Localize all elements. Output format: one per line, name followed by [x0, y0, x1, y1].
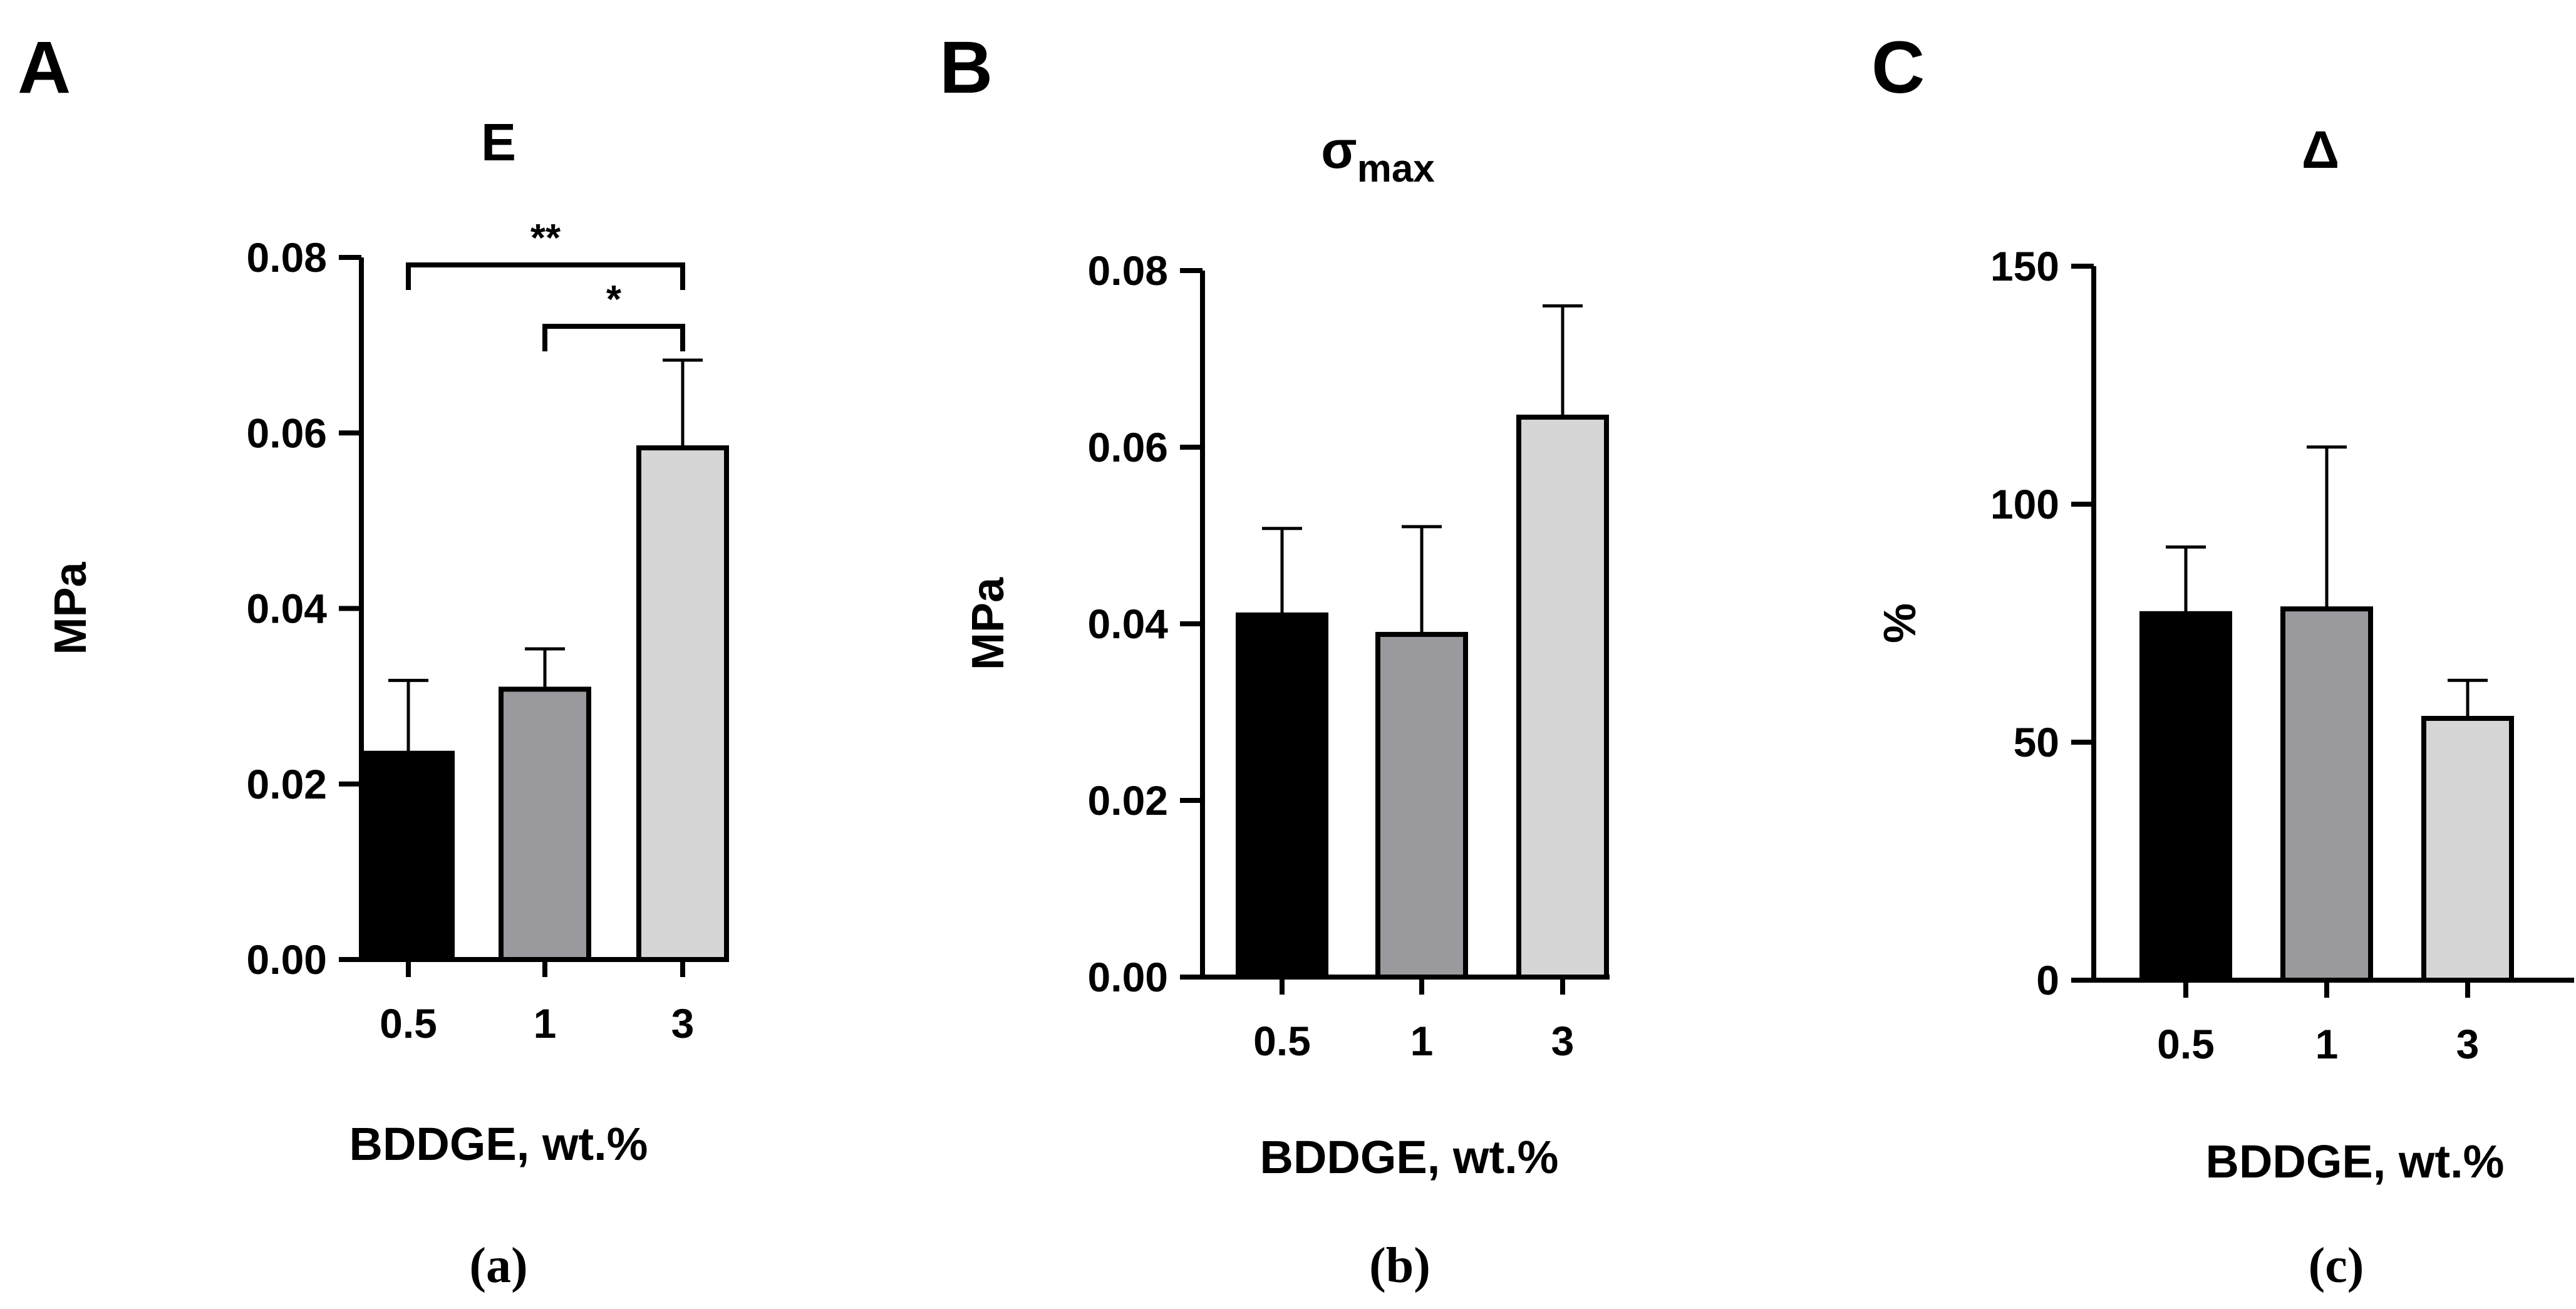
chart-title: E — [481, 113, 516, 172]
chart-panel-c: C Δ 0.5 1 3 0 50 100 150% BDDGE, wt.% (c) — [1871, 26, 2574, 1293]
bar-1 — [499, 686, 591, 963]
x-tick-label: 3 — [671, 1000, 695, 1047]
x-tick-label: 3 — [2456, 1021, 2480, 1067]
x-tick-label: 3 — [1551, 1018, 1575, 1064]
bar-1 — [1375, 631, 1468, 980]
bar-0.5 — [362, 750, 455, 963]
significance-bracket — [406, 262, 685, 290]
x-tick-label: 0.5 — [2157, 1021, 2215, 1067]
y-axis-label: MPa — [963, 577, 1013, 670]
panel-letter: A — [18, 26, 71, 109]
panel-caption: (c) — [2309, 1238, 2364, 1293]
y-tick-label: 0.00 — [247, 936, 327, 983]
chart-title-main: E — [481, 113, 516, 172]
x-axis-label: BDDGE, wt.% — [349, 1118, 648, 1170]
chart-panel-a: A E 0.5 1 3 0.00 0.02 0.04 0.06 0.08 MPa BDDGE, wt.… — [18, 26, 729, 1293]
y-tick-label: 0.06 — [247, 410, 327, 456]
panel-letter: C — [1871, 26, 1925, 109]
y-tick-label: 0.06 — [1088, 424, 1168, 470]
bar-3 — [636, 445, 729, 962]
panel-caption: (b) — [1369, 1238, 1430, 1293]
y-tick-label: 0.02 — [1088, 777, 1168, 824]
x-tick-label: 0.5 — [1253, 1018, 1311, 1064]
x-axis-label: BDDGE, wt.% — [1260, 1131, 1559, 1183]
y-tick-label: 0.08 — [247, 234, 327, 281]
bar-0.5 — [1236, 612, 1328, 980]
x-axis-label: BDDGE, wt.% — [2206, 1136, 2505, 1187]
x-tick-label: 1 — [534, 1000, 557, 1047]
chart-title: σmax — [1321, 120, 1435, 190]
significance-label: ** — [530, 217, 561, 260]
y-tick-label: 0.02 — [247, 761, 327, 807]
x-tick-label: 0.5 — [380, 1000, 437, 1047]
y-tick-label: 150 — [1990, 243, 2059, 289]
y-tick-label: 0.00 — [1088, 954, 1168, 1000]
panel-letter: B — [939, 26, 993, 109]
y-tick-label: 50 — [2014, 719, 2059, 765]
bar-0.5 — [2139, 611, 2232, 983]
significance-label: * — [606, 278, 622, 321]
bar-1 — [2280, 606, 2373, 983]
y-axis-label: % — [1875, 603, 1925, 643]
panel-caption: (a) — [469, 1238, 527, 1293]
y-tick-label: 0.08 — [1088, 247, 1168, 294]
y-tick-label: 100 — [1990, 481, 2059, 527]
y-axis-label: MPa — [46, 562, 96, 655]
x-tick-label: 1 — [1410, 1018, 1434, 1064]
chart-title: Δ — [2302, 120, 2339, 179]
bar-3 — [1516, 415, 1609, 980]
significance-bracket — [542, 324, 685, 351]
x-tick-label: 1 — [2315, 1021, 2339, 1067]
chart-title-subscript: max — [1357, 147, 1435, 190]
chart-title-main: Δ — [2302, 120, 2339, 179]
bar-3 — [2421, 716, 2514, 983]
y-tick-label: 0 — [2036, 957, 2059, 1003]
y-tick-label: 0.04 — [247, 586, 328, 632]
y-tick-label: 0.04 — [1088, 601, 1169, 647]
chart-title-main: σ — [1321, 120, 1357, 179]
